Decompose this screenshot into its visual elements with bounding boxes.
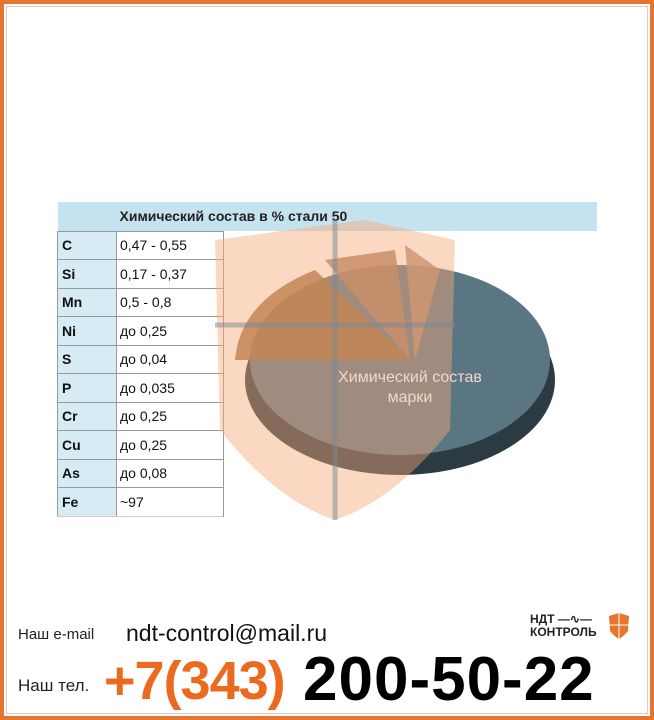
value-cell: ~97 (116, 487, 224, 517)
email-link[interactable]: ndt-control@mail.ru (126, 620, 328, 646)
element-cell: Si (57, 259, 117, 289)
pie-label-2: марки (388, 389, 433, 406)
table-title: Химический состав в % стали 50 (57, 202, 597, 231)
value-cell: до 0,25 (116, 430, 224, 460)
company-logo: НДТ —∿— КОНТРОЛЬ (530, 612, 629, 639)
element-cell: Cu (57, 430, 117, 460)
table-row: As до 0,08 (57, 458, 598, 488)
phone-label: Наш тел. (18, 676, 90, 695)
table-row: Si 0,17 - 0,37 (57, 259, 598, 289)
value-cell: до 0,035 (116, 373, 224, 403)
element-cell: S (57, 344, 117, 374)
table-row: Cu до 0,25 (57, 430, 598, 460)
element-cell: Ni (57, 316, 117, 346)
value-cell: 0,5 - 0,8 (116, 287, 224, 317)
table-row: Cr до 0,25 (57, 401, 598, 431)
element-cell: P (57, 373, 117, 403)
element-cell: As (57, 458, 117, 488)
table-row: Mn 0,5 - 0,8 (57, 287, 598, 317)
phone-number[interactable]: 200-50-22 (303, 645, 595, 714)
email-label: Наш e-mail (18, 626, 95, 643)
logo-line2: КОНТРОЛЬ (530, 625, 597, 639)
logo-line1: НДТ (530, 612, 555, 626)
table-row: Fe ~97 (57, 487, 598, 517)
value-cell: 0,47 - 0,55 (116, 230, 224, 260)
pie-small-slices-3 (405, 245, 440, 360)
pie-label: Химический состав (338, 369, 482, 386)
value-cell: до 0,08 (116, 458, 224, 488)
phone-code: +7(343) (104, 651, 286, 711)
pie-small-slices (235, 270, 410, 360)
element-cell: Mn (57, 287, 117, 317)
inner-frame (6, 6, 648, 714)
shield-logo-icon (609, 613, 629, 639)
value-cell: 0,17 - 0,37 (116, 259, 224, 289)
pie-chart-picture: Химический состав марки (215, 220, 555, 520)
element-cell: Fe (57, 487, 117, 517)
element-cell: Cr (57, 401, 117, 431)
element-cell: C (57, 230, 117, 260)
pie-small-slices-2 (325, 250, 410, 360)
table-row: Ni до 0,25 (57, 316, 598, 346)
